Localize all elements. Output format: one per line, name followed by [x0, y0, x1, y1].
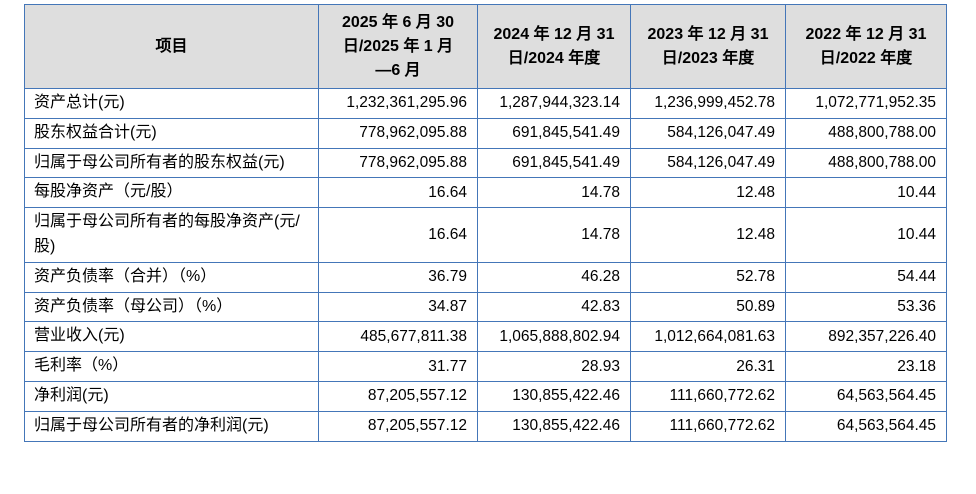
row-label: 归属于母公司所有者的股东权益(元): [24, 147, 319, 179]
value-cell: 691,845,541.49: [477, 117, 631, 149]
row-label: 资产总计(元): [24, 88, 319, 119]
value-cell: 1,012,664,081.63: [630, 321, 786, 353]
value-cell: 1,072,771,952.35: [785, 88, 947, 119]
row-label: 归属于母公司所有者的净利润(元): [24, 410, 319, 442]
table-row: 每股净资产（元/股） 16.64 14.78 12.48 10.44: [24, 177, 947, 209]
value-cell: 64,563,564.45: [785, 410, 947, 442]
row-label: 归属于母公司所有者的每股净资产(元/股): [24, 207, 319, 263]
value-cell: 53.36: [785, 291, 947, 323]
table-row: 归属于母公司所有者的每股净资产(元/股) 16.64 14.78 12.48 10.44: [24, 207, 947, 263]
value-cell: 892,357,226.40: [785, 321, 947, 353]
table-body: 资产总计(元) 1,232,361,295.96 1,287,944,323.14 1…: [24, 88, 947, 442]
value-cell: 10.44: [785, 177, 947, 209]
table-row: 归属于母公司所有者的股东权益(元) 778,962,095.88 691,845,5…: [24, 147, 947, 179]
value-cell: 691,845,541.49: [477, 147, 631, 179]
row-label: 毛利率（%）: [24, 351, 319, 382]
value-cell: 488,800,788.00: [785, 147, 947, 179]
value-cell: 778,962,095.88: [318, 117, 478, 149]
value-cell: 23.18: [785, 351, 947, 382]
table-row: 股东权益合计(元) 778,962,095.88 691,845,541.49 584…: [24, 117, 947, 149]
value-cell: 130,855,422.46: [477, 380, 631, 412]
table-row: 资产负债率（母公司）（%） 34.87 42.83 50.89 53.36: [24, 291, 947, 323]
table-header: 项目 2025 年 6 月 30 日/2025 年 1 月 —6 月 2024 …: [24, 4, 947, 89]
value-cell: 10.44: [785, 207, 947, 263]
value-cell: 36.79: [318, 261, 478, 293]
table-row: 资产负债率（合并）（%） 36.79 46.28 52.78 54.44: [24, 261, 947, 293]
value-cell: 26.31: [630, 351, 786, 382]
value-cell: 46.28: [477, 261, 631, 293]
table-row: 资产总计(元) 1,232,361,295.96 1,287,944,323.14 1…: [24, 88, 947, 119]
value-cell: 1,236,999,452.78: [630, 88, 786, 119]
value-cell: 14.78: [477, 207, 631, 263]
value-cell: 12.48: [630, 177, 786, 209]
value-cell: 584,126,047.49: [630, 117, 786, 149]
row-label: 每股净资产（元/股）: [24, 177, 319, 209]
row-label: 资产负债率（母公司）（%）: [24, 291, 319, 323]
value-cell: 130,855,422.46: [477, 410, 631, 442]
value-cell: 488,800,788.00: [785, 117, 947, 149]
value-cell: 1,065,888,802.94: [477, 321, 631, 353]
value-cell: 1,287,944,323.14: [477, 88, 631, 119]
header-row: 项目 2025 年 6 月 30 日/2025 年 1 月 —6 月 2024 …: [24, 4, 947, 89]
row-label: 资产负债率（合并）（%）: [24, 261, 319, 293]
value-cell: 28.93: [477, 351, 631, 382]
value-cell: 50.89: [630, 291, 786, 323]
table-row: 毛利率（%） 31.77 28.93 26.31 23.18: [24, 351, 947, 382]
row-label: 股东权益合计(元): [24, 117, 319, 149]
row-label: 营业收入(元): [24, 321, 319, 353]
value-cell: 64,563,564.45: [785, 380, 947, 412]
value-cell: 87,205,557.12: [318, 410, 478, 442]
value-cell: 584,126,047.49: [630, 147, 786, 179]
value-cell: 34.87: [318, 291, 478, 323]
row-label: 净利润(元): [24, 380, 319, 412]
table-row: 营业收入(元) 485,677,811.38 1,065,888,802.94 1,0…: [24, 321, 947, 353]
header-cell-period-2023: 2023 年 12 月 31 日/2023 年度: [630, 4, 786, 89]
value-cell: 111,660,772.62: [630, 380, 786, 412]
value-cell: 12.48: [630, 207, 786, 263]
header-cell-period-2022: 2022 年 12 月 31 日/2022 年度: [785, 4, 947, 89]
header-cell-period-2024: 2024 年 12 月 31 日/2024 年度: [477, 4, 631, 89]
value-cell: 111,660,772.62: [630, 410, 786, 442]
value-cell: 14.78: [477, 177, 631, 209]
value-cell: 42.83: [477, 291, 631, 323]
value-cell: 52.78: [630, 261, 786, 293]
header-cell-period-2025h1: 2025 年 6 月 30 日/2025 年 1 月 —6 月: [318, 4, 478, 89]
value-cell: 16.64: [318, 207, 478, 263]
header-cell-item: 项目: [24, 4, 319, 89]
value-cell: 54.44: [785, 261, 947, 293]
value-cell: 778,962,095.88: [318, 147, 478, 179]
value-cell: 87,205,557.12: [318, 380, 478, 412]
value-cell: 485,677,811.38: [318, 321, 478, 353]
value-cell: 1,232,361,295.96: [318, 88, 478, 119]
value-cell: 31.77: [318, 351, 478, 382]
financial-summary-table: 项目 2025 年 6 月 30 日/2025 年 1 月 —6 月 2024 …: [24, 4, 947, 442]
table-row: 净利润(元) 87,205,557.12 130,855,422.46 111,660…: [24, 380, 947, 412]
table-row: 归属于母公司所有者的净利润(元) 87,205,557.12 130,855,422…: [24, 410, 947, 442]
value-cell: 16.64: [318, 177, 478, 209]
